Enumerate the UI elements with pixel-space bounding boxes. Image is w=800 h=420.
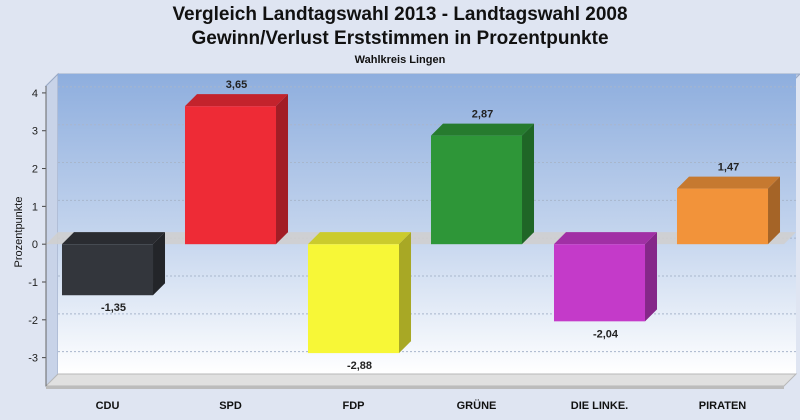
data-label: -2,04 bbox=[593, 328, 619, 340]
chart-title-line1: Vergleich Landtagswahl 2013 - Landtagswa… bbox=[172, 4, 628, 25]
y-tick-label: -2 bbox=[28, 315, 38, 327]
bar-top bbox=[61, 232, 166, 245]
x-tick-label: DIE LINKE. bbox=[571, 400, 628, 412]
bar-side bbox=[399, 232, 412, 354]
y-tick-label: 3 bbox=[32, 126, 38, 138]
bar-top bbox=[184, 94, 289, 107]
bar-side bbox=[153, 232, 166, 296]
bar-top bbox=[307, 232, 412, 245]
bar bbox=[307, 244, 400, 354]
y-axis-label: Prozentpunkte bbox=[13, 197, 25, 268]
y-tick-label: 1 bbox=[32, 201, 38, 213]
data-label: 3,65 bbox=[226, 79, 247, 91]
y-tick-label: 0 bbox=[32, 239, 38, 251]
x-tick-label: CDU bbox=[96, 400, 120, 412]
data-label: -1,35 bbox=[101, 302, 126, 314]
bar bbox=[430, 135, 523, 245]
y-tick-label: -1 bbox=[28, 277, 38, 289]
y-tick-label: 4 bbox=[32, 88, 38, 100]
chart-subtitle: Wahlkreis Lingen bbox=[354, 54, 446, 66]
y-tick-label: 2 bbox=[32, 164, 38, 176]
bar bbox=[61, 244, 154, 296]
data-label: 1,47 bbox=[718, 162, 739, 174]
data-label: 2,87 bbox=[472, 109, 493, 121]
bar-side bbox=[522, 123, 535, 245]
x-tick-label: PIRATEN bbox=[699, 400, 747, 412]
plot-background bbox=[58, 74, 796, 374]
data-label: -2,88 bbox=[347, 360, 372, 372]
bar bbox=[676, 188, 769, 245]
bar-top bbox=[430, 123, 535, 136]
x-tick-label: SPD bbox=[219, 400, 242, 412]
chart-title-line2: Gewinn/Verlust Erststimmen in Prozentpun… bbox=[191, 28, 609, 49]
bar bbox=[553, 244, 646, 322]
bar-top bbox=[553, 232, 658, 245]
plot-floor bbox=[44, 373, 798, 387]
x-tick-label: GRÜNE bbox=[457, 399, 497, 412]
x-tick-label: FDP bbox=[343, 400, 365, 412]
bar-side bbox=[276, 94, 289, 245]
bar-side bbox=[768, 176, 781, 245]
bar-top bbox=[676, 176, 781, 189]
bar-side bbox=[645, 232, 658, 322]
plot-floor-edge bbox=[46, 386, 784, 389]
plot-wall-left bbox=[45, 72, 59, 388]
y-tick-label: -3 bbox=[28, 353, 38, 365]
bar bbox=[184, 106, 277, 245]
